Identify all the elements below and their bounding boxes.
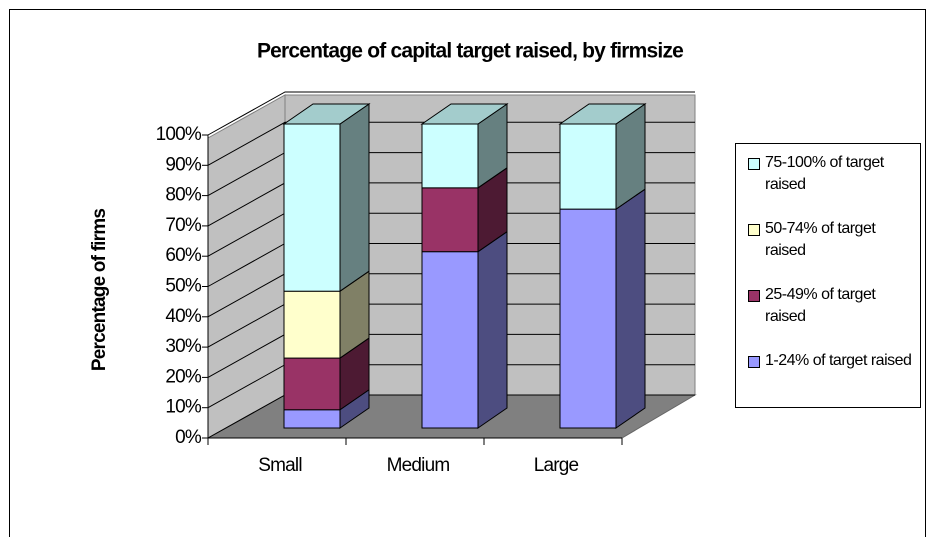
y-tick-label: 50% <box>165 276 202 297</box>
legend-swatch <box>748 356 760 368</box>
x-tick-label: Medium <box>387 455 450 476</box>
y-tick-label: 0% <box>175 427 202 448</box>
y-tick-label: 30% <box>165 336 202 357</box>
y-tick-label: 60% <box>165 245 202 266</box>
legend-label: 25-49% of target raised <box>765 286 876 325</box>
bar <box>559 208 617 429</box>
bar <box>283 123 341 292</box>
bar-top <box>420 103 509 125</box>
y-tick-label: 90% <box>165 154 202 175</box>
y-tick-label: 100% <box>156 124 202 145</box>
bar <box>421 123 479 189</box>
bar-side <box>339 103 370 293</box>
bar <box>421 187 479 253</box>
bar <box>559 123 617 210</box>
legend-label: 50-74% of target raised <box>765 220 876 259</box>
bar <box>283 409 341 429</box>
y-tick-label: 70% <box>165 215 202 236</box>
chart-title: Percentage of capital target raised, by … <box>257 40 683 63</box>
grid-line <box>207 91 695 136</box>
legend-swatch <box>748 290 760 302</box>
legend-item: 50-74% of target raised <box>748 218 914 284</box>
legend-item: 25-49% of target raised <box>748 284 914 350</box>
bar-top <box>282 103 371 125</box>
bar <box>283 290 341 359</box>
y-tick-label: 20% <box>165 366 202 387</box>
y-tick-label: 80% <box>165 185 202 206</box>
y-tick-label: 10% <box>165 397 202 418</box>
bar-side <box>477 230 508 429</box>
y-tick-label: 40% <box>165 306 202 327</box>
legend-item: 1-24% of target raised <box>748 350 914 416</box>
x-tick-label: Small <box>258 455 302 476</box>
legend-item: 75-100% of target raised <box>748 152 914 218</box>
bar-side <box>615 188 646 429</box>
bar <box>283 357 341 411</box>
bar-top <box>558 103 647 125</box>
legend-swatch <box>748 158 760 170</box>
legend-swatch <box>748 224 760 236</box>
y-axis-label: Percentage of firms <box>89 209 110 371</box>
legend: 75-100% of target raised 50-74% of target… <box>735 143 921 408</box>
legend-label: 75-100% of target raised <box>765 154 884 193</box>
grid-line <box>207 121 695 166</box>
x-tick-label: Large <box>534 455 579 476</box>
bar <box>421 251 479 429</box>
legend-label: 1-24% of target raised <box>765 352 912 369</box>
